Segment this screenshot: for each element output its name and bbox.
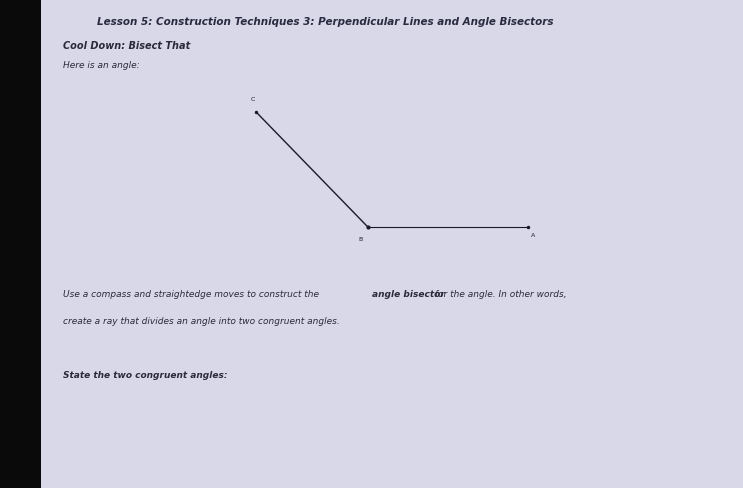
Text: A: A <box>531 233 536 238</box>
Text: Lesson 5: Construction Techniques 3: Perpendicular Lines and Angle Bisectors: Lesson 5: Construction Techniques 3: Per… <box>97 17 553 27</box>
Text: Here is an angle:: Here is an angle: <box>63 61 140 70</box>
Text: State the two congruent angles:: State the two congruent angles: <box>63 371 227 380</box>
Text: angle bisector: angle bisector <box>372 290 444 299</box>
Text: B: B <box>358 237 363 242</box>
Text: Cool Down: Bisect That: Cool Down: Bisect That <box>63 41 190 51</box>
Text: create a ray that divides an angle into two congruent angles.: create a ray that divides an angle into … <box>63 317 340 326</box>
Text: Use a compass and straightedge moves to construct the: Use a compass and straightedge moves to … <box>63 290 322 299</box>
Text: for the angle. In other words,: for the angle. In other words, <box>432 290 567 299</box>
Text: C: C <box>250 98 255 102</box>
